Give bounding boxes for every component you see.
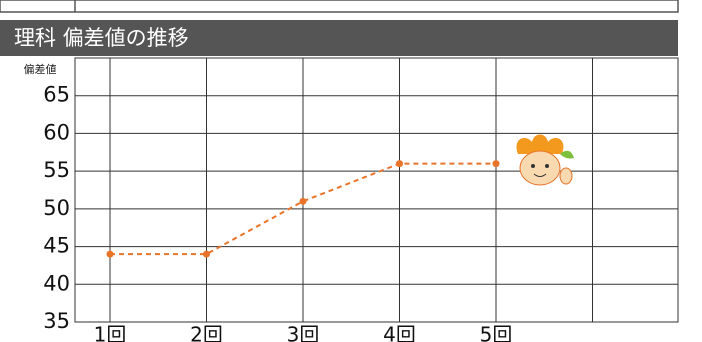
line-series: [110, 162, 496, 256]
x-tick-label: 1回: [94, 323, 127, 342]
data-point: [203, 250, 210, 258]
mascot: [516, 134, 574, 186]
plot-frame: [74, 57, 679, 323]
x-tick-label: 3回: [287, 323, 320, 342]
y-tick-label: 55: [43, 158, 70, 182]
x-tick-label: 4回: [383, 323, 416, 342]
y-tick-label: 50: [43, 196, 70, 220]
data-point: [396, 160, 403, 168]
y-tick-label: 45: [43, 234, 70, 258]
y-tick-label: 65: [43, 83, 70, 107]
data-point: [492, 160, 500, 168]
data-point: [299, 197, 307, 205]
y-tick-label: 60: [43, 120, 70, 144]
data-point: [106, 250, 114, 258]
y-axis-label: 偏差値: [24, 62, 57, 76]
table-fragment: [0, 0, 679, 13]
x-tick-label: 2回: [190, 323, 223, 342]
y-tick-label: 35: [43, 309, 70, 333]
header-title: 理科 偏差値の推移: [14, 26, 189, 50]
y-tick-label: 40: [43, 271, 70, 295]
header-bar: [0, 20, 678, 56]
x-tick-label: 5回: [480, 323, 513, 342]
